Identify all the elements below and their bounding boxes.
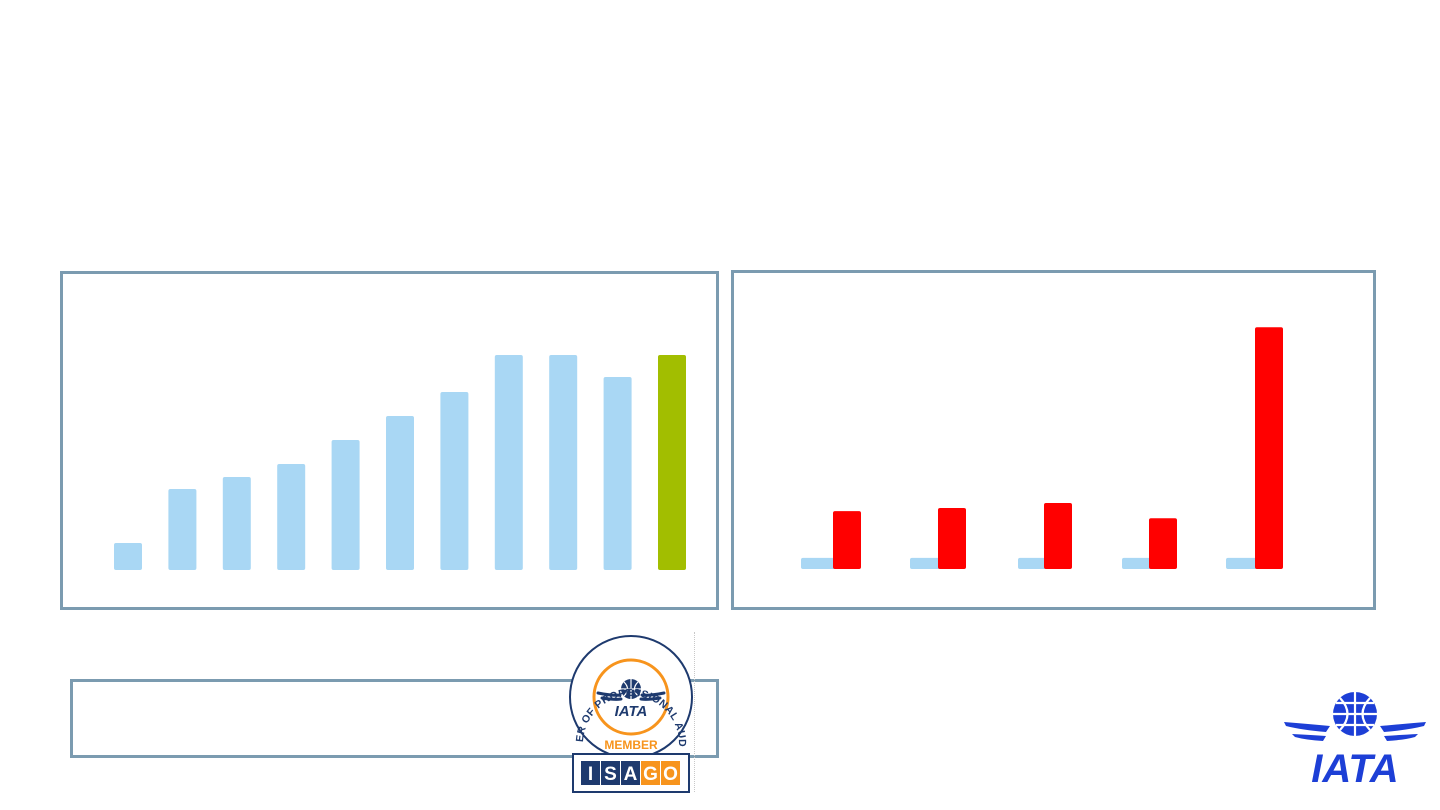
isago-letter-3: A	[624, 764, 638, 785]
bar-series2-3	[1044, 502, 1072, 569]
isago-member-badge: IATA CHARTER OF PROFESSIONAL AUDITORS ME…	[568, 634, 693, 793]
isago-letter-5: O	[663, 764, 678, 785]
bar-9	[549, 355, 578, 570]
badge-member-text: MEMBER	[604, 738, 658, 752]
bar-6	[386, 416, 414, 570]
bar-2	[168, 489, 197, 570]
isago-letter-box-3	[621, 761, 640, 785]
iata-logo-text: IATA	[1311, 747, 1398, 786]
chart-left	[114, 355, 686, 570]
badge-iata-text: IATA	[615, 703, 648, 720]
bar-series1-1	[801, 557, 837, 569]
bar-series2-2	[938, 508, 966, 569]
globe-icon	[596, 679, 666, 701]
bar-11	[658, 355, 686, 570]
bar-series1-5	[1226, 557, 1262, 569]
bar-series2-4	[1149, 518, 1177, 569]
bar-7	[440, 392, 469, 570]
chart-left-panel	[60, 271, 719, 610]
isago-letter-2: S	[604, 764, 617, 785]
isago-letter-4: G	[643, 764, 658, 785]
bar-1	[114, 543, 142, 570]
chart-right-panel	[731, 270, 1376, 610]
isago-letter-1: I	[588, 764, 593, 785]
isago-letter-box-1	[581, 761, 600, 785]
bar-series2-5	[1255, 327, 1283, 569]
isago-letter-box-2	[601, 761, 620, 785]
bar-series1-2	[910, 557, 946, 569]
chart-right	[801, 327, 1283, 569]
isago-letter-box-5	[661, 761, 680, 785]
dotted-divider	[694, 632, 695, 792]
bar-5	[331, 440, 360, 570]
globe-icon	[1333, 692, 1377, 736]
bar-series2-1	[833, 511, 861, 569]
iata-logo: IATA	[1284, 692, 1426, 786]
wings-icon	[1284, 722, 1426, 741]
bar-10	[603, 377, 632, 570]
bar-3	[222, 477, 251, 570]
bar-8	[494, 355, 523, 570]
isago-letter-box-4	[641, 761, 660, 785]
bar-4	[277, 464, 306, 570]
